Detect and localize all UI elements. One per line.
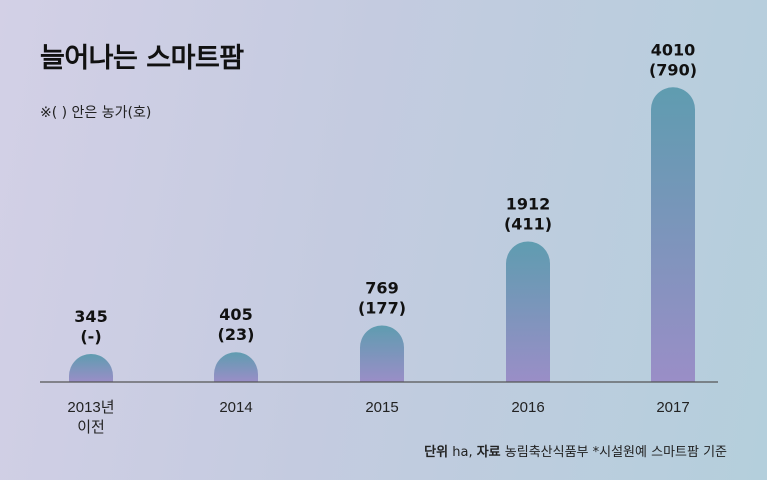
bar-0: [69, 354, 113, 382]
unit-value: ha,: [452, 445, 473, 460]
bar-3: [506, 241, 550, 382]
bar-1: [214, 352, 258, 382]
household-label-2: (177): [358, 298, 406, 317]
value-label-4: 4010: [651, 40, 696, 59]
value-label-1: 405: [219, 305, 252, 324]
category-label-0-1: 이전: [77, 419, 105, 436]
household-label-0: (-): [80, 327, 101, 346]
bar-2: [360, 325, 404, 382]
unit-label: 단위: [424, 445, 449, 460]
value-label-2: 769: [365, 278, 398, 297]
bar-4: [651, 87, 695, 382]
source-value: 농림축산식품부 *시설원예 스마트팜 기준: [504, 445, 727, 460]
household-label-4: (790): [649, 60, 697, 79]
category-label-3-0: 2016: [511, 399, 544, 416]
value-label-0: 345: [74, 307, 107, 326]
bars-group: [69, 87, 695, 382]
category-label-4-0: 2017: [656, 399, 689, 416]
chart-title: 늘어나는 스마트팜: [40, 43, 244, 74]
value-label-3: 1912: [506, 194, 551, 213]
household-label-3: (411): [504, 214, 552, 233]
source-label: 자료: [476, 445, 501, 460]
category-label-0-0: 2013년: [67, 399, 114, 416]
category-label-2-0: 2015: [365, 399, 398, 416]
category-label-1-0: 2014: [219, 399, 252, 416]
chart-note: ※( ) 안은 농가(호): [40, 105, 152, 121]
household-label-1: (23): [218, 325, 255, 344]
footer-source: 단위 ha, 자료 농림축산식품부 *시설원예 스마트팜 기준: [424, 441, 727, 460]
